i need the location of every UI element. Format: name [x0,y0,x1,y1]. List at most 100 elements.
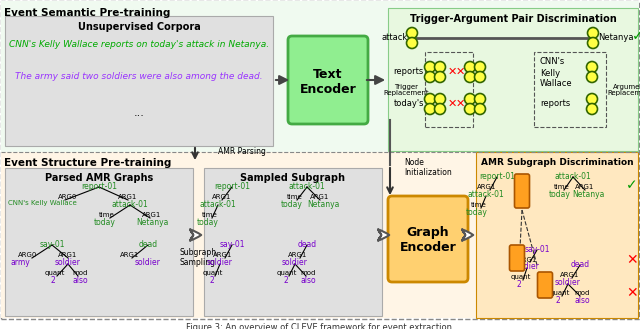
Text: ARG1: ARG1 [310,194,330,200]
Text: mod: mod [300,270,316,276]
Text: dead: dead [570,260,589,269]
Circle shape [474,104,486,114]
Text: ✓: ✓ [626,178,638,192]
Circle shape [586,104,598,114]
Text: time: time [287,194,303,200]
Text: Netanya: Netanya [307,200,339,209]
FancyBboxPatch shape [476,152,638,318]
Text: ARG0: ARG0 [58,194,77,200]
Text: Event Semantic Pre-training: Event Semantic Pre-training [4,8,170,18]
Circle shape [424,62,435,72]
Circle shape [474,93,486,105]
Text: The army said two soldiers were also among the dead.: The army said two soldiers were also amo… [15,72,263,81]
Text: ✕: ✕ [626,253,638,267]
Circle shape [465,104,476,114]
Text: dead: dead [298,240,317,249]
Text: ARG1: ARG1 [213,252,233,258]
Text: ✕: ✕ [626,286,638,300]
Text: ✕: ✕ [447,99,457,109]
Text: today: today [281,200,303,209]
Text: reports: reports [394,67,424,77]
Text: ✕: ✕ [447,67,457,77]
Text: time: time [99,212,115,218]
Text: ✓: ✓ [632,29,640,43]
Text: time: time [202,212,218,218]
Circle shape [435,104,445,114]
Text: also: also [72,276,88,285]
Text: dead: dead [138,240,157,249]
Circle shape [406,28,417,38]
Circle shape [474,62,486,72]
Circle shape [424,71,435,83]
Text: attack-01: attack-01 [468,190,504,199]
Text: ARG1: ARG1 [518,257,538,263]
Text: Figure 3: An overview of CLEVE framework for event extraction.: Figure 3: An overview of CLEVE framework… [186,323,454,329]
Text: ARG1: ARG1 [288,252,308,258]
Text: ARG1: ARG1 [477,184,497,190]
Text: 2: 2 [51,276,56,285]
Circle shape [586,71,598,83]
Text: ARG1: ARG1 [58,252,77,258]
Text: quant: quant [550,290,570,296]
Text: ...: ... [134,108,145,118]
Text: soldier: soldier [55,258,81,267]
Text: quant: quant [511,274,531,280]
Text: Subgraph
Sampling: Subgraph Sampling [179,248,216,267]
Text: ARG1: ARG1 [142,212,162,218]
FancyBboxPatch shape [288,36,368,124]
Text: today: today [549,190,571,199]
Text: ARG0: ARG0 [19,252,38,258]
Text: report-01: report-01 [81,182,117,191]
Text: Kelly: Kelly [540,68,560,78]
FancyBboxPatch shape [1,1,639,319]
Text: ARG1: ARG1 [212,194,232,200]
Text: say-01: say-01 [524,245,550,254]
Text: time: time [554,184,570,190]
Text: attack: attack [381,34,408,42]
FancyBboxPatch shape [1,152,639,318]
Text: attack-01: attack-01 [111,200,148,209]
Circle shape [435,71,445,83]
Text: attack-01: attack-01 [289,182,325,191]
Circle shape [424,93,435,105]
Circle shape [465,93,476,105]
Circle shape [435,93,445,105]
Text: Trigger-Argument Pair Discrimination: Trigger-Argument Pair Discrimination [410,14,616,24]
Text: today: today [466,208,488,217]
Text: today: today [197,218,219,227]
Text: reports: reports [540,99,570,109]
Text: Wallace: Wallace [540,80,573,89]
Text: 2: 2 [556,296,561,305]
Text: report-01: report-01 [214,182,250,191]
Text: Netanya: Netanya [572,190,604,199]
Text: Event Structure Pre-training: Event Structure Pre-training [4,158,172,168]
FancyBboxPatch shape [5,16,273,146]
Text: quant: quant [45,270,65,276]
Text: time: time [471,202,487,208]
Text: Netanya: Netanya [598,34,634,42]
Text: soldier: soldier [207,258,233,267]
Text: Parsed AMR Graphs: Parsed AMR Graphs [45,173,153,183]
Text: 2: 2 [210,276,214,285]
Text: ✕: ✕ [455,67,465,77]
Circle shape [586,93,598,105]
Text: today: today [94,218,116,227]
Circle shape [465,71,476,83]
Text: Netanya: Netanya [136,218,168,227]
Text: quant: quant [277,270,297,276]
Text: ARG1: ARG1 [120,252,140,258]
Text: Trigger
Replacement: Trigger Replacement [383,84,429,96]
Circle shape [586,62,598,72]
Text: also: also [300,276,316,285]
FancyBboxPatch shape [388,196,468,282]
FancyBboxPatch shape [388,8,638,151]
Text: soldier: soldier [514,262,540,271]
Text: CNN's: CNN's [540,58,565,66]
Text: ARG1: ARG1 [118,194,138,200]
Text: soldier: soldier [282,258,308,267]
Text: CNN's Kelly Wallace reports on today's attack in Netanya.: CNN's Kelly Wallace reports on today's a… [9,40,269,49]
Text: today's: today's [394,99,424,109]
Text: soldier: soldier [555,278,581,287]
Text: ARG1: ARG1 [575,184,595,190]
Text: army: army [10,258,30,267]
